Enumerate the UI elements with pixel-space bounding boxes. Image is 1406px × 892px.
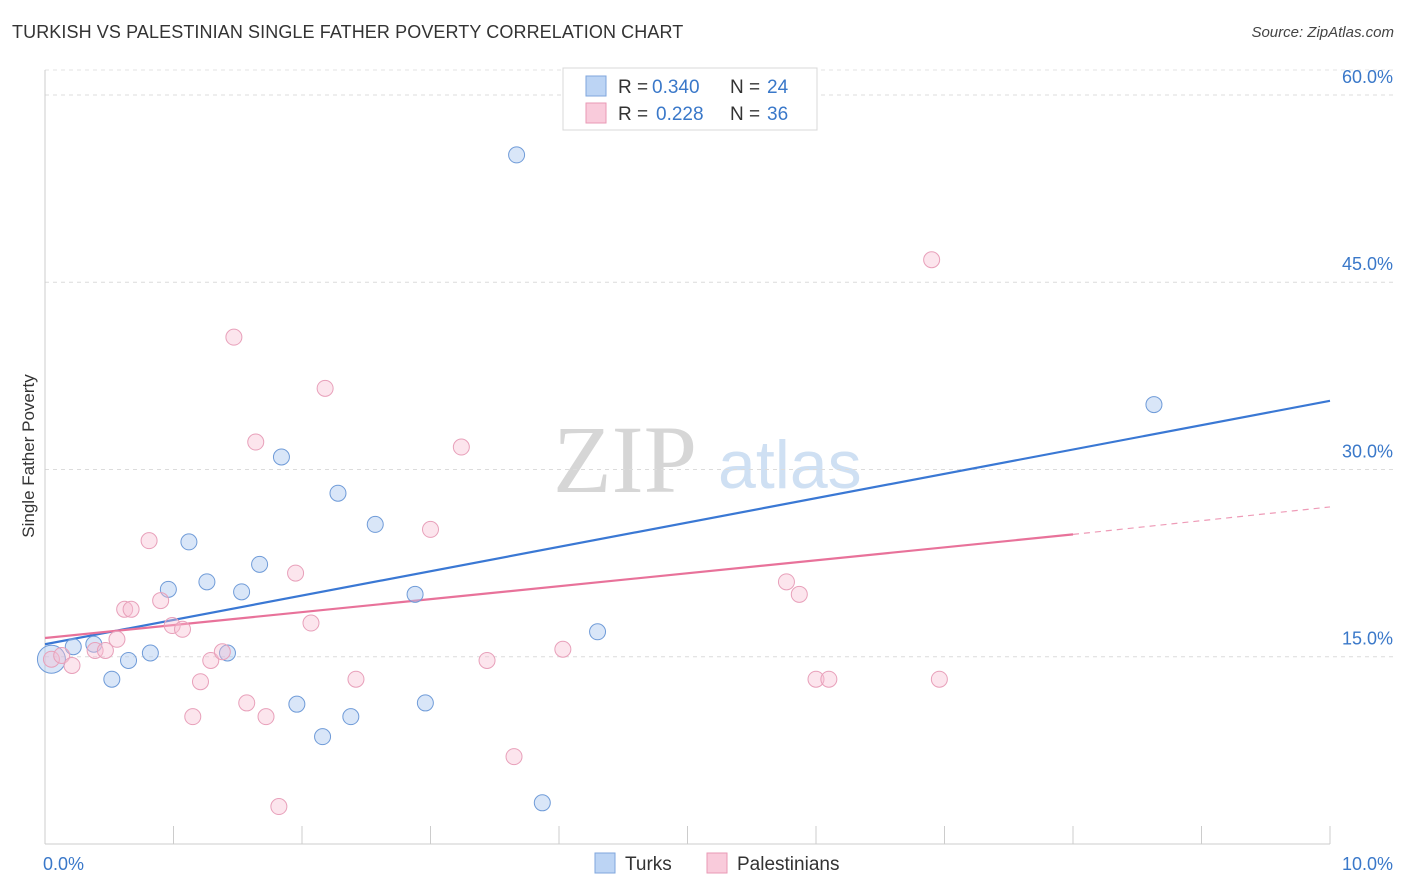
- legend-palestinians-r-value: 0.228: [656, 104, 704, 125]
- turks-point: [329, 484, 347, 502]
- y-tick-label: 30.0%: [1342, 441, 1393, 461]
- turks-point: [233, 583, 251, 601]
- palestinians-point: [63, 656, 81, 674]
- palestinians-point: [347, 670, 365, 688]
- turks-point: [198, 573, 216, 591]
- bottom-legend-swatch-palestinians: [706, 852, 728, 874]
- palestinians-point: [173, 620, 191, 638]
- y-axis-label: Single Father Poverty: [19, 374, 38, 538]
- series-legend: Turks Palestinians: [594, 852, 839, 875]
- palestinians-point: [554, 640, 572, 658]
- palestinians-point: [184, 708, 202, 726]
- palestinians-point: [257, 708, 275, 726]
- turks-point: [120, 651, 138, 669]
- legend-palestinians-n-value: 36: [767, 104, 788, 125]
- chart-title: TURKISH VS PALESTINIAN SINGLE FATHER POV…: [12, 22, 684, 42]
- palestinians-point: [505, 748, 523, 766]
- palestinians-point: [238, 694, 256, 712]
- axes: [44, 70, 1331, 845]
- palestinians-point: [108, 630, 126, 648]
- palestinians-point: [923, 251, 941, 269]
- turks-point: [103, 670, 121, 688]
- palestinians-point: [122, 600, 140, 618]
- palestinians-point: [452, 438, 470, 456]
- turks-point: [180, 533, 198, 551]
- palestinians-point: [777, 573, 795, 591]
- source-label: Source: ZipAtlas.com: [1251, 24, 1394, 41]
- palestinians-point: [247, 433, 265, 451]
- palestinians-point: [225, 328, 243, 346]
- palestinians-point: [191, 673, 209, 691]
- palestinians-point: [930, 670, 948, 688]
- turks-point: [342, 708, 360, 726]
- legend-turks-r-label: R =: [618, 77, 648, 98]
- turks-point: [36, 644, 66, 674]
- legend-turks-n-label: N =: [730, 77, 760, 98]
- legend-palestinians-r-label: R =: [618, 104, 648, 125]
- palestinians-point: [213, 643, 231, 661]
- legend-swatch-palestinians: [585, 102, 607, 124]
- turks-point: [533, 794, 551, 812]
- bottom-legend-turks: Turks: [625, 854, 672, 875]
- trend-lines: [44, 399, 1331, 646]
- turks-point: [1145, 396, 1163, 414]
- turks-point: [64, 638, 82, 656]
- palestinians-point: [140, 532, 158, 550]
- turks-point: [589, 623, 607, 641]
- turks-point: [314, 728, 332, 746]
- legend-turks-r-value: 0.340: [652, 77, 700, 98]
- palestinians-point: [422, 520, 439, 538]
- y-tick-label: 15.0%: [1342, 629, 1393, 649]
- x-tick-label: 0.0%: [43, 854, 84, 874]
- palestinians-point: [790, 585, 808, 603]
- palestinians-point: [302, 614, 320, 632]
- palestinians-point: [287, 564, 305, 582]
- palestinians-point: [163, 617, 181, 635]
- watermark-atlas: atlas: [718, 427, 862, 503]
- turks-point: [141, 644, 159, 662]
- palestinians-point: [820, 670, 838, 688]
- palestinians-point: [270, 798, 288, 816]
- turks-point: [366, 515, 384, 533]
- turks-point: [406, 585, 424, 603]
- y-tick-label: 60.0%: [1342, 67, 1393, 87]
- legend-turks-n-value: 24: [767, 77, 789, 98]
- palestinians-point: [152, 592, 170, 610]
- bottom-legend-swatch-turks: [594, 852, 616, 874]
- grid-lines: [45, 69, 1395, 658]
- palestinians-point: [807, 670, 825, 688]
- turks-point: [288, 695, 306, 713]
- palestinians-point: [96, 642, 114, 659]
- watermark-zip: ZIP: [553, 406, 697, 513]
- palestinians-point: [202, 651, 220, 669]
- turks-point: [272, 448, 290, 466]
- palestinians-point: [116, 600, 134, 618]
- turks-point: [416, 694, 434, 712]
- legend-swatch-turks: [585, 75, 607, 97]
- palestinians-trend-extension: [1072, 506, 1331, 535]
- turks-point: [251, 555, 269, 573]
- data-points: [36, 146, 1163, 816]
- y-tick-label: 45.0%: [1342, 254, 1393, 274]
- turks-point: [508, 146, 526, 164]
- palestinians-point: [86, 642, 104, 659]
- correlation-legend: R = 0.340 N = 24 R = 0.228 N = 36: [562, 67, 818, 131]
- x-tick-label: 10.0%: [1342, 854, 1393, 874]
- palestinians-trend-line: [44, 533, 1074, 640]
- palestinians-point: [316, 379, 334, 397]
- turks-trend-line: [44, 399, 1331, 646]
- bottom-legend-palestinians: Palestinians: [737, 854, 839, 875]
- palestinians-point: [478, 651, 496, 669]
- palestinians-point: [53, 646, 71, 664]
- legend-palestinians-n-label: N =: [730, 104, 760, 125]
- palestinians-point: [42, 650, 60, 668]
- tick-labels: 15.0% 30.0% 45.0% 60.0% 0.0% 10.0%: [43, 67, 1393, 874]
